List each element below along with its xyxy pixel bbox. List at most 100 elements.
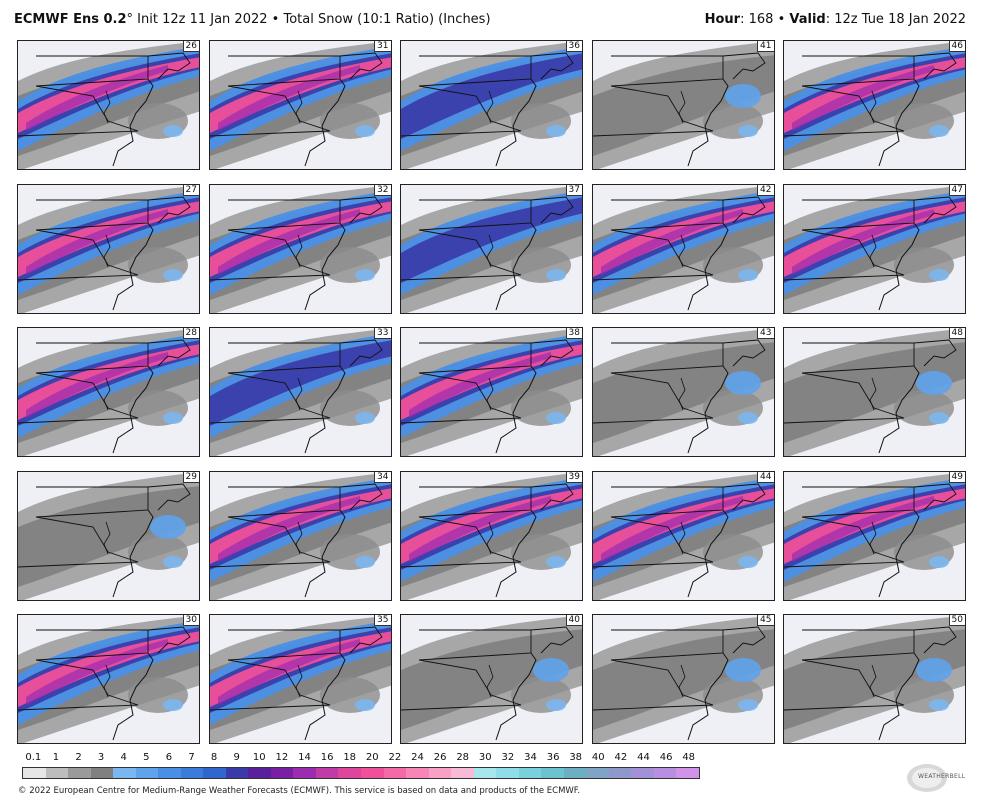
colorbar-tick-label: 48 (682, 752, 696, 763)
member-number: 30 (182, 615, 199, 626)
colorbar-segment (451, 768, 474, 778)
member-number: 37 (565, 184, 582, 196)
colorbar-tick-label: 12 (275, 752, 289, 763)
colorbar-tick-label: 4 (120, 752, 127, 763)
member-number: 46 (948, 41, 965, 52)
ensemble-member-panel: 37 (400, 183, 583, 314)
ensemble-member-panel: 41 (591, 40, 775, 170)
colorbar-segment (541, 768, 564, 778)
colorbar-tick-label: 14 (298, 752, 311, 763)
snowfall-map (209, 184, 391, 313)
snowfall-map (784, 41, 965, 169)
member-number: 26 (182, 41, 199, 52)
colorbar-tick-label: 6 (165, 752, 173, 763)
map-title: ECMWF Ens 0.2° Init 12z 11 Jan 2022 • To… (14, 12, 491, 27)
colorbar-tick-label: 16 (320, 752, 334, 763)
colorbar-tick-label: 7 (188, 752, 195, 763)
member-number: 27 (182, 184, 199, 196)
model-name: ECMWF Ens 0.2 (14, 12, 127, 27)
member-number: 39 (565, 471, 582, 483)
ensemble-member-panel: 43 (591, 327, 775, 457)
colorbar-tick-label: 3 (97, 752, 105, 763)
colorbar-segment (158, 768, 181, 778)
ensemble-member-panel: 26 (17, 40, 200, 170)
ensemble-member-panel: 45 (591, 614, 775, 744)
ensemble-member-panel: 28 (17, 327, 200, 457)
colorbar-segment (225, 768, 249, 778)
snowfall-map (784, 184, 965, 313)
hour-value: : 168 (740, 12, 774, 27)
snowfall-map (592, 328, 774, 456)
colorbar-segment (496, 768, 519, 778)
snowfall-map (209, 615, 391, 743)
ensemble-member-panel: 44 (591, 470, 775, 601)
colorbar-tick-label: 20 (365, 752, 379, 763)
member-number: 40 (565, 615, 582, 626)
colorbar-tick-label: 9 (233, 752, 240, 763)
colorbar-tick-labels: 0.1 1 2 3 4 5 6 7 8 9 10 12 14 16 18 20 22 24 26 28 30 32 34 36… (22, 752, 700, 766)
hour-label: Hour (704, 12, 741, 27)
ensemble-member-panel: 50 (783, 614, 966, 744)
ensemble-member-panel: 47 (783, 183, 966, 314)
colorbar-segment (653, 768, 677, 778)
colorbar-segment (45, 768, 69, 778)
snowfall-map (18, 328, 199, 456)
ensemble-member-panel: 46 (783, 40, 966, 170)
colorbar-segment (23, 768, 46, 778)
colorbar-tick-label: 28 (456, 752, 470, 763)
colorbar-segment (563, 768, 587, 778)
colorbar-tick-label: 32 (501, 752, 515, 763)
colorbar-tick-label: 38 (569, 752, 583, 763)
colorbar-segment (270, 768, 294, 778)
colorbar-tick-label: 18 (343, 752, 357, 763)
ensemble-member-panel: 49 (783, 470, 966, 601)
snowfall-map (592, 184, 774, 313)
title-bullet: • (271, 12, 280, 27)
snowfall-map (401, 615, 582, 743)
colorbar-tick-label: 34 (524, 752, 537, 763)
colorbar-segment (473, 768, 497, 778)
product-name: Total Snow (10:1 Ratio) (Inches) (283, 12, 491, 27)
colorbar-segment (608, 768, 632, 778)
ensemble-member-panel: 42 (591, 183, 775, 314)
logo-text: WEATHERBELL (918, 773, 966, 780)
member-number: 48 (948, 328, 965, 339)
valid-value: : 12z Tue 18 Jan 2022 (825, 12, 966, 27)
colorbar-segment (180, 768, 204, 778)
colorbar-tick-label: 0.1 (25, 752, 42, 763)
colorbar-tick-label: 44 (637, 752, 650, 763)
snowfall-map (784, 615, 965, 743)
snowfall-map (18, 615, 199, 743)
snowfall-map (592, 615, 774, 743)
member-number: 44 (757, 471, 774, 483)
colorbar-tick-label: 42 (614, 752, 628, 763)
member-number: 36 (565, 41, 582, 52)
member-number: 42 (757, 184, 774, 196)
member-number: 50 (948, 615, 965, 626)
ensemble-member-panel: 30 (17, 614, 200, 744)
colorbar-segment (90, 768, 114, 778)
colorbar-segment (428, 768, 452, 778)
colorbar-segment (135, 768, 159, 778)
degree-symbol: ° (126, 12, 134, 27)
snowfall-map (18, 41, 199, 169)
member-number: 47 (948, 184, 965, 196)
member-number: 28 (182, 328, 199, 339)
ensemble-member-panel: 39 (400, 470, 583, 601)
colorbar-tick-label: 8 (210, 752, 218, 763)
snowfall-map (209, 41, 391, 169)
colorbar-tick-label: 22 (388, 752, 402, 763)
ensemble-member-panel: 35 (208, 614, 392, 744)
colorbar-tick-label: 46 (659, 752, 673, 763)
ensemble-member-panel: 33 (208, 327, 392, 457)
member-number: 41 (757, 41, 774, 52)
valid-time-info: Hour: 168 • Valid: 12z Tue 18 Jan 2022 (705, 12, 966, 27)
colorbar-segment (293, 768, 316, 778)
ensemble-member-panel: 31 (208, 40, 392, 170)
ensemble-member-panel: 29 (17, 470, 200, 601)
colorbar-tick-label: 30 (478, 752, 492, 763)
colorbar-segment (248, 768, 271, 778)
colorbar-segment (586, 768, 609, 778)
colorbar-segment (631, 768, 654, 778)
member-number: 29 (182, 471, 199, 483)
